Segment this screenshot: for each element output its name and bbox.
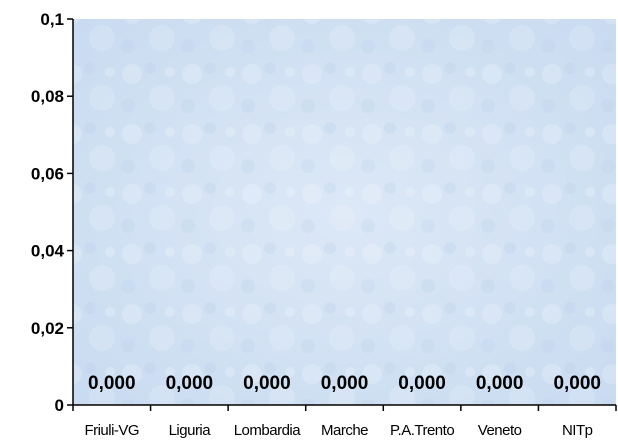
x-axis: Friuli-VG Liguria Lombardia Marche P.A.Trent… [72, 404, 617, 439]
x-tick-label: Veneto [478, 422, 522, 439]
data-label: 0,000 [88, 373, 136, 394]
plot-area [73, 19, 616, 405]
x-tick-label: P.A.Trento [390, 422, 454, 439]
y-tick-label: 0,04 [31, 242, 65, 261]
x-tick-label: Marche [321, 422, 368, 439]
x-tick-label: NITp [562, 422, 593, 439]
data-label: 0,000 [553, 373, 601, 394]
data-label: 0,000 [321, 373, 369, 394]
data-labels: 0,000 0,000 0,000 0,000 0,000 0,000 0,000 [88, 373, 601, 394]
data-label: 0,000 [398, 373, 446, 394]
data-label: 0,000 [243, 373, 291, 394]
x-tick-label: Friuli-VG [84, 422, 139, 439]
y-tick-label: 0,1 [40, 10, 64, 29]
data-label: 0,000 [166, 373, 214, 394]
y-tick-label: 0,08 [31, 87, 64, 106]
x-tick-label: Lombardia [234, 422, 302, 439]
y-axis: 0 0,02 0,04 0,06 0,08 0,1 [31, 10, 74, 415]
x-tick-label: Liguria [169, 422, 212, 439]
data-label: 0,000 [476, 373, 524, 394]
plot-texture [73, 19, 616, 405]
y-tick-label: 0,06 [31, 164, 64, 183]
y-tick-label: 0,02 [31, 319, 64, 338]
y-tick-label: 0 [55, 396, 64, 415]
